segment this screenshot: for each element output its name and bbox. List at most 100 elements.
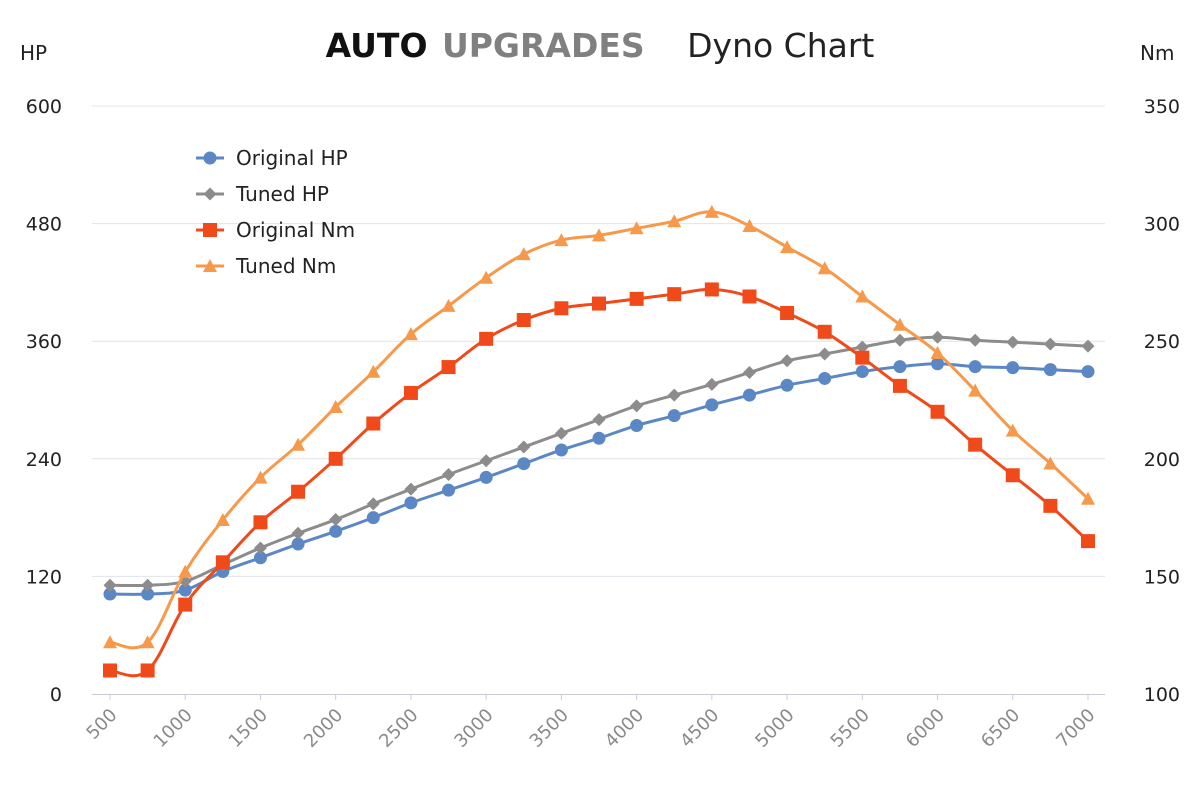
point-marker	[141, 587, 155, 601]
left-tick-label: 0	[50, 684, 62, 706]
point-marker	[328, 451, 343, 466]
legend-label: Original Nm	[236, 218, 355, 242]
point-marker	[441, 360, 456, 375]
legend-item-tuned-nm: Tuned Nm	[196, 254, 336, 278]
point-marker	[893, 360, 907, 374]
point-marker	[667, 388, 681, 402]
legend-item-tuned-hp: Tuned HP	[196, 182, 329, 206]
point-marker	[1005, 468, 1020, 483]
point-marker	[203, 223, 217, 237]
point-marker	[479, 270, 494, 284]
point-marker	[103, 663, 117, 678]
point-marker	[366, 511, 380, 525]
x-tick-label: 1000	[150, 705, 197, 752]
point-marker	[968, 333, 982, 347]
point-marker	[818, 347, 832, 361]
point-marker	[141, 578, 155, 592]
point-marker	[892, 378, 907, 393]
point-marker	[291, 484, 306, 499]
point-marker	[1081, 491, 1095, 505]
point-marker	[1081, 365, 1095, 379]
point-marker	[630, 399, 644, 413]
point-marker	[329, 513, 343, 527]
point-marker	[629, 291, 644, 306]
point-marker	[479, 454, 493, 468]
point-marker	[517, 457, 531, 471]
point-marker	[667, 409, 681, 423]
legend-label: Original HP	[236, 146, 348, 170]
right-tick-label: 300	[1144, 214, 1180, 236]
right-axis-title: Nm	[1140, 41, 1174, 65]
legend: Original HP Tuned HP Original Nm Tuned Nm	[196, 146, 355, 278]
point-marker	[780, 305, 795, 320]
point-marker	[404, 496, 418, 510]
x-tick-label: 5000	[751, 705, 798, 752]
point-marker	[667, 287, 682, 302]
point-marker	[328, 400, 343, 414]
point-marker	[742, 218, 757, 232]
point-marker	[817, 261, 832, 275]
point-marker	[1081, 534, 1095, 549]
point-marker	[742, 289, 757, 304]
point-marker	[403, 327, 418, 341]
point-marker	[892, 317, 907, 331]
point-marker	[855, 365, 869, 379]
point-marker	[1043, 498, 1058, 513]
x-tick-label: 3500	[526, 705, 573, 752]
point-marker	[441, 298, 456, 312]
point-marker	[554, 301, 569, 316]
x-tick-label: 2500	[375, 705, 422, 752]
brand-upgrades: UPGRADES	[442, 26, 645, 65]
x-tick-label: 500	[82, 705, 121, 744]
point-marker	[592, 431, 606, 445]
point-marker	[215, 512, 230, 526]
point-marker	[215, 555, 230, 570]
point-marker	[1043, 337, 1057, 351]
point-marker	[968, 360, 982, 374]
point-marker	[178, 564, 193, 578]
point-marker	[704, 282, 719, 297]
left-axis-title: HP	[20, 41, 47, 65]
series	[103, 204, 1095, 678]
point-marker	[817, 324, 832, 339]
point-marker	[554, 233, 569, 247]
point-marker	[329, 524, 343, 538]
point-marker	[366, 364, 381, 378]
point-marker	[178, 583, 192, 597]
legend-label: Tuned HP	[235, 182, 329, 206]
point-marker	[629, 221, 644, 235]
left-tick-label: 360	[26, 331, 62, 353]
point-marker	[742, 366, 756, 380]
x-tick-label: 4000	[601, 705, 648, 752]
left-tick-label: 240	[26, 449, 62, 471]
point-marker	[291, 526, 305, 540]
x-tick-label: 4500	[676, 705, 723, 752]
grid	[92, 105, 1105, 577]
right-tick-label: 350	[1144, 96, 1180, 118]
point-marker	[705, 398, 719, 412]
point-marker	[253, 541, 267, 555]
point-marker	[366, 497, 380, 511]
point-marker	[516, 247, 531, 261]
point-marker	[103, 587, 117, 601]
point-marker	[930, 345, 945, 359]
point-marker	[780, 378, 794, 392]
series-tuned-hp	[103, 330, 1095, 592]
point-marker	[366, 416, 381, 431]
point-marker	[253, 515, 268, 530]
point-marker	[554, 443, 568, 457]
point-marker	[667, 214, 682, 228]
point-marker	[404, 482, 418, 496]
x-tick-label: 6500	[977, 705, 1024, 752]
point-marker	[704, 204, 719, 218]
point-marker	[855, 340, 869, 354]
point-marker	[1043, 456, 1058, 470]
point-marker	[1043, 363, 1057, 377]
point-marker	[103, 578, 117, 592]
x-tick-label: 7000	[1052, 705, 1099, 752]
point-marker	[203, 259, 217, 272]
point-marker	[140, 663, 155, 678]
chart-subtitle: Dyno Chart	[687, 26, 874, 65]
point-marker	[140, 635, 155, 649]
left-tick-label: 480	[26, 214, 62, 236]
